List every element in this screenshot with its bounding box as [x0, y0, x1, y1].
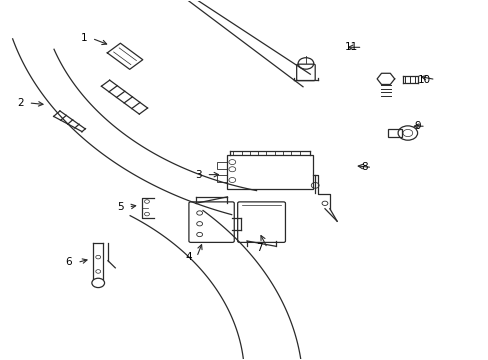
- Text: 10: 10: [417, 75, 430, 85]
- Bar: [387, 129, 401, 137]
- Text: 1: 1: [80, 33, 87, 43]
- Text: 4: 4: [185, 252, 191, 262]
- Text: 2: 2: [17, 98, 23, 108]
- Text: 6: 6: [65, 257, 72, 267]
- Text: 8: 8: [360, 162, 366, 172]
- Text: 7: 7: [255, 243, 262, 253]
- Bar: [216, 175, 227, 182]
- Text: 3: 3: [195, 170, 201, 180]
- Bar: [227, 155, 312, 189]
- Text: 9: 9: [413, 121, 420, 131]
- Bar: [216, 162, 227, 169]
- Text: 5: 5: [117, 202, 123, 212]
- Text: 11: 11: [344, 42, 357, 52]
